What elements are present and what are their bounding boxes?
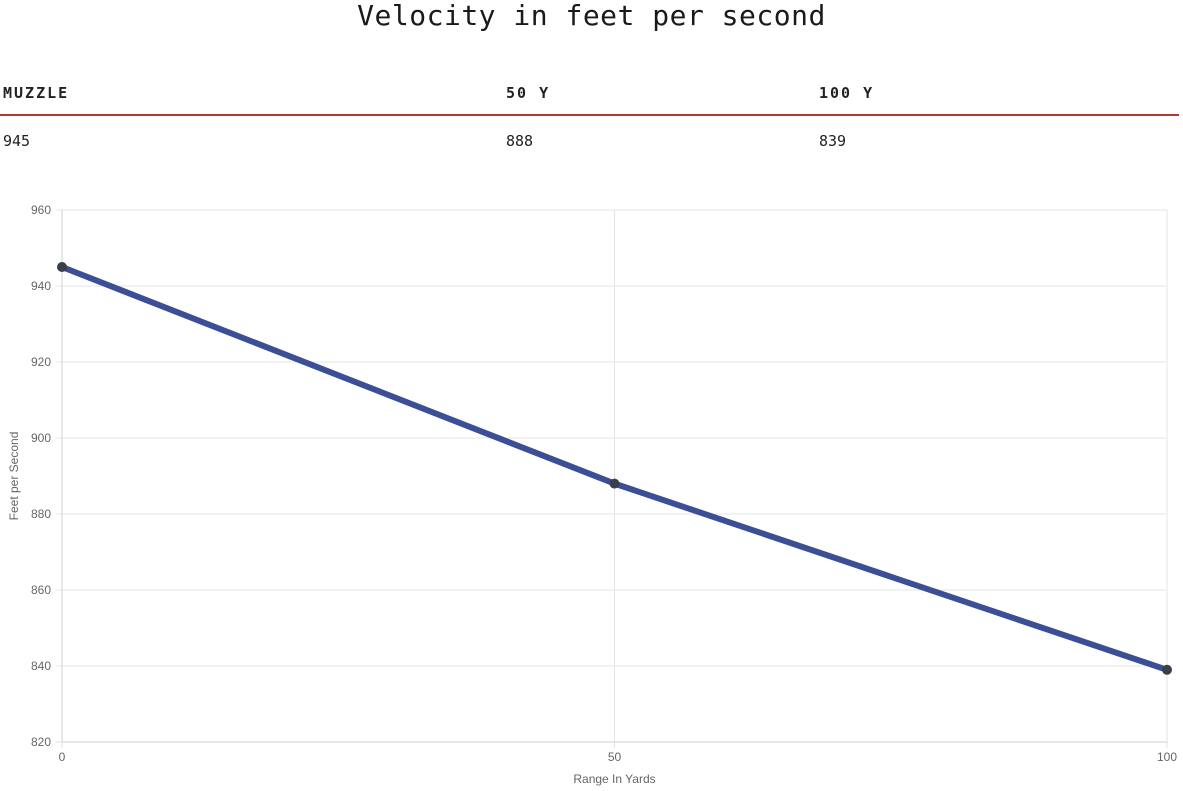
y-tick-label: 880 [31,507,51,521]
velocity-chart: 960 940 920 900 880 860 840 820 0 50 100 Range In… [7,203,1178,786]
y-axis-ticks: 960 940 920 900 880 860 840 820 [31,203,51,749]
table-header-50y: 50 Y [506,84,551,102]
y-tick-label: 960 [31,203,51,217]
x-tick-label: 100 [1157,750,1177,764]
table-header-100y: 100 Y [819,84,875,102]
table-header-muzzle: MUZZLE [3,84,70,102]
y-tick-label: 860 [31,583,51,597]
data-point [57,262,67,272]
x-axis-title: Range In Yards [573,772,655,786]
x-axis-ticks: 0 50 100 [59,750,1178,764]
table-cell-100y: 839 [819,132,847,150]
data-point [1162,664,1172,675]
y-axis-title: Feet per Second [7,432,21,521]
y-tick-label: 940 [31,279,51,293]
y-tick-label: 820 [31,735,51,749]
y-tick-label: 900 [31,431,51,445]
page-title: Velocity in feet per second [357,0,826,32]
x-tick-label: 0 [59,750,66,764]
data-point [609,478,620,489]
table-cell-50y: 888 [506,132,534,150]
y-tick-label: 920 [31,355,51,369]
x-tick-label: 50 [608,750,622,764]
chart-series [57,262,1172,675]
y-tick-label: 840 [31,659,51,673]
chart-grid [56,209,1168,748]
table-header-divider [0,114,1179,116]
table-cell-muzzle: 945 [3,132,31,150]
